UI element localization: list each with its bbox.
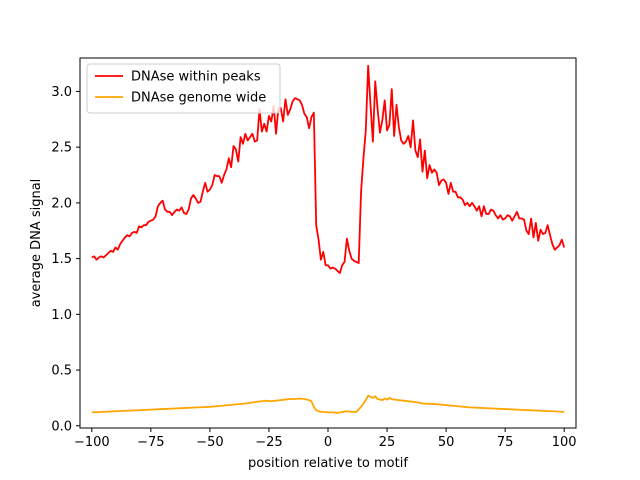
y-tick-label: 0.5 [51,364,72,379]
y-axis-label: average DNA signal [29,179,44,308]
series-line-dnase-within-peaks [91,64,566,274]
x-tick-label: −75 [137,435,164,450]
legend-label-peaks: DNAse within peaks [131,70,261,85]
y-tick-label: 3.0 [51,85,72,100]
y-tick-label: 2.0 [51,196,72,211]
y-tick-label: 2.5 [51,141,72,156]
x-tick-label: 100 [552,435,577,450]
y-axis: 0.0 0.5 1.0 1.5 2.0 2.5 3.0 [51,85,80,434]
x-tick-label: −100 [74,435,110,450]
x-tick-label: 25 [379,435,396,450]
x-axis-label: position relative to motif [248,456,408,471]
legend: DNAse within peaks DNAse genome wide [86,63,281,114]
x-tick-label: −25 [255,435,282,450]
series-line-dnase-genome-wide [91,394,565,414]
x-tick-label: 75 [497,435,514,450]
x-tick-label: 0 [324,435,332,450]
x-tick-label: −50 [196,435,223,450]
legend-label-genome: DNAse genome wide [131,91,266,106]
y-tick-label: 1.5 [51,252,72,267]
legend-frame [86,63,281,114]
y-tick-label: 1.0 [51,308,72,323]
x-axis: −100 −75 −50 −25 0 25 50 75 100 [74,428,577,450]
x-tick-label: 50 [438,435,455,450]
y-tick-label: 0.0 [51,419,72,434]
plot-lines [91,64,566,414]
